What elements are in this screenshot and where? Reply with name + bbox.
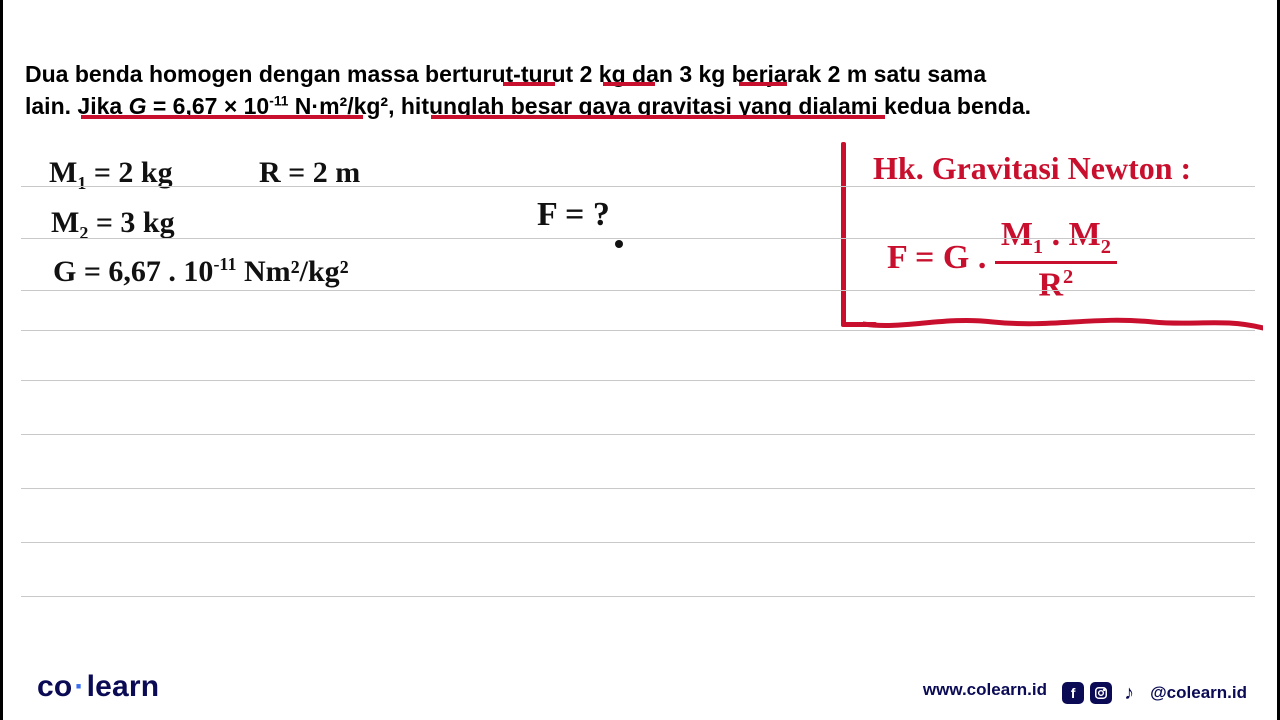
formula-box-bottom	[863, 300, 1263, 340]
red-underline	[739, 82, 787, 86]
notebook-line	[21, 596, 1255, 597]
facebook-icon: f	[1062, 682, 1084, 704]
formula-title: Hk. Gravitasi Newton :	[873, 150, 1191, 187]
notebook-line	[21, 488, 1255, 489]
given-g: G = 6,67 . 10-11 Nm²/kg²	[53, 254, 349, 289]
red-underline	[81, 115, 363, 119]
footer: co·learn www.colearn.id f ♪ @colearn.id	[3, 658, 1277, 720]
notebook-line	[21, 330, 1255, 331]
social-handle: @colearn.id	[1150, 683, 1247, 703]
notebook-line	[21, 380, 1255, 381]
notebook-line	[21, 290, 1255, 291]
red-underline	[603, 82, 655, 86]
red-underline	[431, 115, 885, 119]
problem-line1-u2: 3 kg	[679, 61, 725, 87]
problem-line1-pre: Dua benda homogen dengan massa berturut-…	[25, 61, 580, 87]
notebook-line	[21, 434, 1255, 435]
red-underline	[503, 82, 555, 86]
given-r: R = 2 m	[259, 156, 360, 190]
dot-separator-icon: ·	[72, 670, 86, 703]
tiktok-icon: ♪	[1118, 682, 1140, 704]
website-url: www.colearn.id	[923, 680, 1047, 700]
notebook-line	[21, 542, 1255, 543]
dot-icon	[615, 240, 623, 248]
notebook-line	[21, 238, 1255, 239]
given-m1: M1 = 2 kg	[49, 156, 173, 194]
problem-line1-u3: 2 m	[828, 61, 868, 87]
problem-statement: Dua benda homogen dengan massa berturut-…	[25, 58, 1237, 122]
find-f: F = ?	[537, 196, 610, 234]
problem-line2-exp: -11	[269, 94, 288, 109]
brand-logo: co·learn	[37, 670, 159, 704]
instagram-icon	[1090, 682, 1112, 704]
formula-box-left	[841, 142, 846, 326]
notebook-line	[21, 186, 1255, 187]
social-icons: f ♪ @colearn.id	[1062, 682, 1247, 704]
problem-line1-post: satu sama	[867, 61, 986, 87]
